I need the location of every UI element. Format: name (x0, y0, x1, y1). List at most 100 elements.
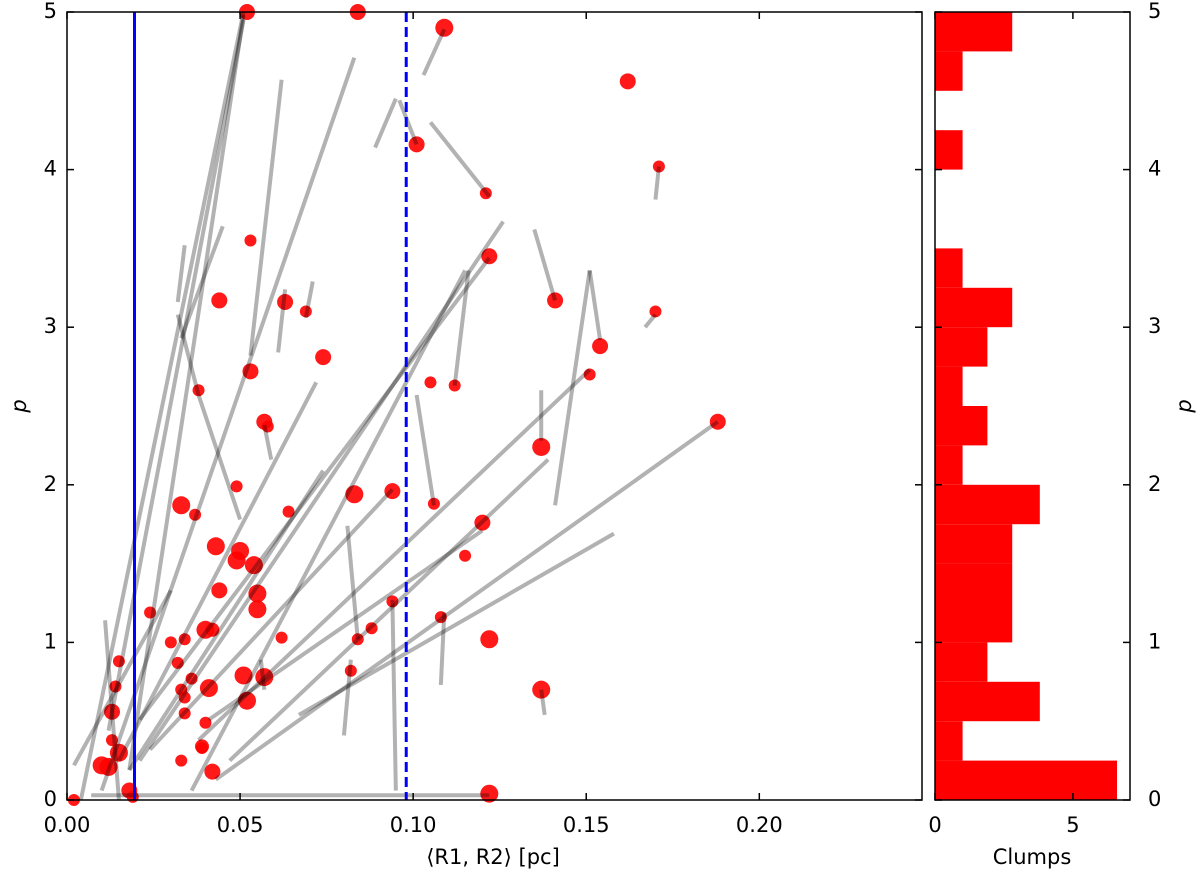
segment (189, 269, 467, 792)
segment (207, 528, 484, 722)
scatter-point (109, 743, 128, 762)
scatter-point (185, 672, 198, 685)
scatter-point (351, 633, 364, 646)
y-tick-label: 0 (44, 787, 57, 811)
histogram-bar (935, 130, 963, 170)
segment (99, 57, 357, 792)
scatter-point (448, 379, 461, 392)
segment (653, 166, 661, 200)
histogram-bar (935, 445, 963, 485)
segment (262, 424, 274, 460)
scatter-point (344, 664, 357, 677)
segment (341, 659, 353, 736)
histogram-bar (935, 484, 1040, 525)
segment (138, 256, 491, 721)
y-tick-label: 0 (1148, 787, 1161, 811)
scatter-point (299, 305, 312, 318)
scatter-point (199, 679, 218, 698)
segment (148, 488, 394, 751)
scatter-point (211, 292, 228, 309)
scatter-point (205, 622, 220, 637)
histogram-bar (935, 642, 988, 682)
scatter-point (282, 505, 295, 518)
scatter-point (619, 73, 636, 90)
scatter-point (384, 483, 401, 500)
histogram-bar (935, 760, 1118, 800)
x-tick-label: 0.05 (217, 813, 264, 837)
scatter-point (244, 234, 257, 247)
scatter-point (434, 611, 447, 624)
scatter-point (248, 584, 267, 603)
scatter-point (315, 349, 332, 366)
histogram-bar (935, 12, 1013, 52)
scatter-point (652, 160, 665, 173)
segment (197, 368, 592, 742)
scatter-point (592, 338, 609, 355)
hist-x-axis-label: Clumps (993, 845, 1072, 869)
segment (276, 289, 288, 353)
scatter-point (532, 680, 551, 699)
segment (228, 458, 550, 763)
scatter-point (238, 691, 256, 710)
x-tick-label: 0.20 (736, 813, 783, 837)
segment (428, 121, 491, 198)
segment (452, 270, 471, 386)
scatter-point (427, 497, 440, 510)
x-tick-label: 0.10 (390, 813, 437, 837)
scatter-point (244, 556, 263, 575)
segment (127, 14, 246, 771)
y-tick-label: 3 (1148, 314, 1161, 338)
segment (303, 281, 315, 319)
hist-y-axis-label: p (1172, 399, 1196, 413)
scatter-point (178, 707, 191, 720)
segment (643, 313, 658, 329)
scatter-point (275, 631, 288, 644)
scatter-point (583, 368, 596, 381)
scatter-point (189, 508, 202, 521)
segment (117, 381, 319, 762)
y-tick-label: 4 (1148, 157, 1161, 181)
histogram-bar (935, 721, 963, 761)
y-tick-label: 3 (44, 314, 57, 338)
segment (438, 612, 447, 686)
y-tick-label: 1 (44, 629, 57, 653)
histogram-bar (935, 603, 1013, 643)
scatter-point (547, 292, 564, 309)
scatter-point (481, 248, 498, 265)
scatter-point (649, 305, 662, 318)
scatter-point (192, 384, 205, 397)
scatter-point (365, 622, 378, 635)
y-tick-label: 5 (44, 0, 57, 23)
scatter-point (459, 549, 472, 562)
scatter-point (386, 595, 399, 608)
histogram-bar (935, 287, 1013, 328)
scatter-point (171, 656, 184, 669)
segment (532, 228, 557, 301)
histogram-bar (935, 248, 963, 288)
x-tick-label: 0.15 (563, 813, 610, 837)
scatter-point (248, 600, 267, 619)
scatter-point (234, 666, 253, 685)
segment (127, 469, 325, 772)
segment (175, 314, 201, 396)
scatter-point (164, 636, 177, 649)
histogram-bar (935, 524, 1013, 564)
scatter-point (112, 655, 125, 668)
y-tick-label: 4 (44, 157, 57, 181)
y-axis-label: p (7, 399, 31, 413)
scatter-point (109, 680, 122, 693)
scatter-point (479, 187, 492, 200)
scatter-point (261, 420, 274, 433)
segment (214, 420, 719, 782)
segment (179, 225, 225, 339)
y-tick-label: 2 (1148, 472, 1161, 496)
axes-frame (934, 11, 1131, 801)
segment (373, 97, 398, 149)
scatter-point (408, 136, 425, 153)
y-tick-label: 1 (1148, 629, 1161, 653)
histogram-bar (935, 681, 1040, 722)
y-tick-label: 2 (44, 472, 57, 496)
histogram-bar (935, 51, 963, 91)
segment (103, 620, 121, 801)
segment (72, 589, 173, 767)
